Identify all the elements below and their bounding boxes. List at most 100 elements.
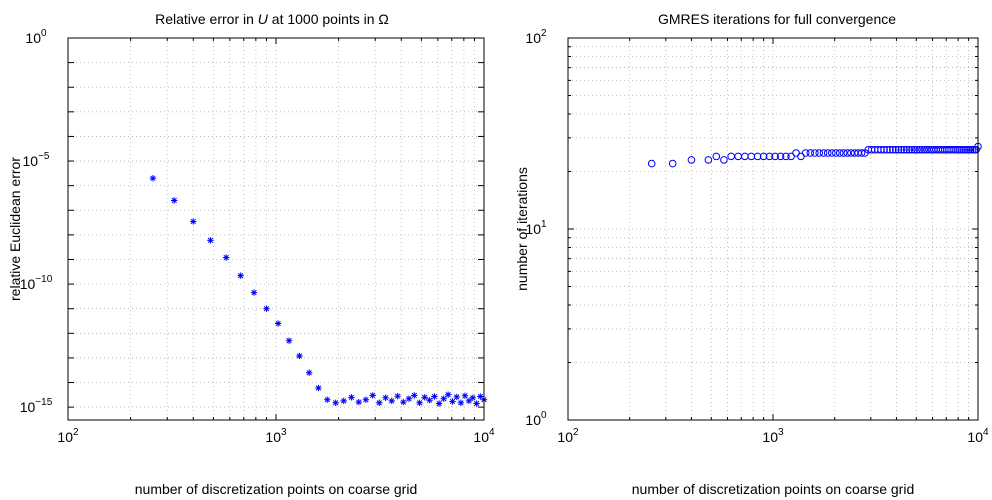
left-x-axis-label: number of discretization points on coars…: [135, 481, 417, 497]
data-point: [877, 145, 885, 154]
data-point: [416, 399, 423, 406]
data-point: [961, 145, 969, 154]
left-tick-labels: 102 103 104 10−15 10−10 10−5 100: [20, 28, 495, 445]
data-point: [305, 369, 313, 376]
data-point: [801, 149, 810, 157]
data-point: [296, 352, 303, 360]
y-tick-label: 102: [525, 28, 547, 46]
data-point: [765, 152, 774, 161]
x-tick-label: 103: [762, 427, 784, 445]
data-point: [955, 145, 964, 154]
data-point: [394, 392, 401, 400]
data-point: [776, 152, 785, 161]
data-point: [435, 400, 443, 407]
data-point: [908, 145, 916, 154]
y-tick-label: 10−10: [20, 274, 53, 292]
data-point: [832, 149, 840, 157]
right-data-points: [647, 142, 982, 168]
data-point: [473, 400, 480, 407]
data-point: [340, 397, 347, 405]
data-point: [274, 320, 282, 327]
data-point: [720, 156, 728, 164]
data-point: [712, 152, 721, 161]
data-point: [431, 393, 438, 400]
data-point: [668, 159, 677, 168]
data-point: [382, 394, 389, 401]
x-tick-label: 104: [967, 427, 989, 445]
data-point: [902, 145, 911, 154]
data-point: [400, 398, 407, 406]
data-point: [953, 145, 962, 154]
data-point: [170, 197, 178, 204]
data-point: [835, 149, 844, 157]
x-tick-label: 104: [473, 427, 495, 445]
data-point: [369, 392, 376, 399]
data-point: [440, 395, 447, 402]
y-tick-label: 10−5: [23, 151, 50, 169]
data-point: [250, 289, 258, 296]
data-point: [411, 392, 418, 399]
data-point: [190, 218, 197, 225]
x-tick-label: 102: [557, 427, 579, 445]
data-point: [207, 237, 214, 244]
data-point: [355, 398, 362, 406]
data-point: [913, 145, 921, 154]
data-point: [897, 145, 906, 154]
data-point: [910, 145, 919, 154]
data-point: [900, 145, 908, 154]
data-point: [465, 397, 473, 405]
left-grid: [68, 38, 484, 420]
data-point: [444, 391, 452, 398]
y-tick-label: 100: [525, 410, 547, 428]
data-point: [951, 145, 960, 154]
left-plot-area: [68, 38, 484, 420]
data-point: [376, 399, 383, 406]
right-chart-title: GMRES iterations for full convergence: [658, 11, 896, 27]
right-tick-labels: 102 103 104 100 101 102: [525, 28, 989, 445]
data-point: [839, 149, 848, 157]
data-point: [963, 145, 971, 154]
right-grid: [568, 38, 978, 420]
data-point: [905, 145, 914, 154]
data-point: [449, 398, 456, 405]
data-point: [285, 337, 293, 344]
left-panel: Relative error in U at 1000 points in Ω …: [7, 11, 495, 497]
y-tick-label: 101: [525, 219, 547, 237]
data-point: [457, 399, 465, 406]
data-point: [263, 305, 270, 312]
x-tick-label: 103: [265, 427, 287, 445]
left-y-axis-label: relative Euclidean error: [7, 157, 23, 301]
data-point: [883, 145, 891, 154]
data-point: [857, 149, 866, 157]
right-x-axis-label: number of discretization points on coars…: [632, 481, 914, 497]
data-point: [811, 149, 819, 157]
data-point: [843, 149, 852, 157]
data-point: [469, 394, 477, 401]
data-point: [819, 149, 828, 157]
data-point: [759, 152, 768, 161]
data-point: [388, 397, 395, 405]
left-axes-box: [67, 37, 485, 421]
data-point: [915, 145, 924, 154]
data-point: [782, 152, 790, 161]
data-point: [348, 394, 355, 401]
data-point: [847, 149, 855, 157]
data-point: [806, 149, 815, 157]
data-point: [647, 159, 656, 168]
data-point: [771, 152, 779, 161]
data-point: [237, 272, 244, 279]
right-y-axis-label: number of iterations: [514, 167, 530, 291]
data-point: [823, 149, 832, 157]
data-point: [149, 175, 157, 182]
left-chart-title: Relative error in U at 1000 points in Ω: [155, 11, 389, 27]
data-point: [918, 145, 926, 154]
data-point: [362, 396, 370, 403]
data-point: [426, 397, 433, 404]
data-point: [405, 395, 413, 402]
data-point: [894, 145, 903, 154]
data-point: [753, 152, 762, 161]
data-point: [957, 145, 966, 154]
data-point: [949, 145, 958, 154]
data-point: [889, 145, 897, 154]
